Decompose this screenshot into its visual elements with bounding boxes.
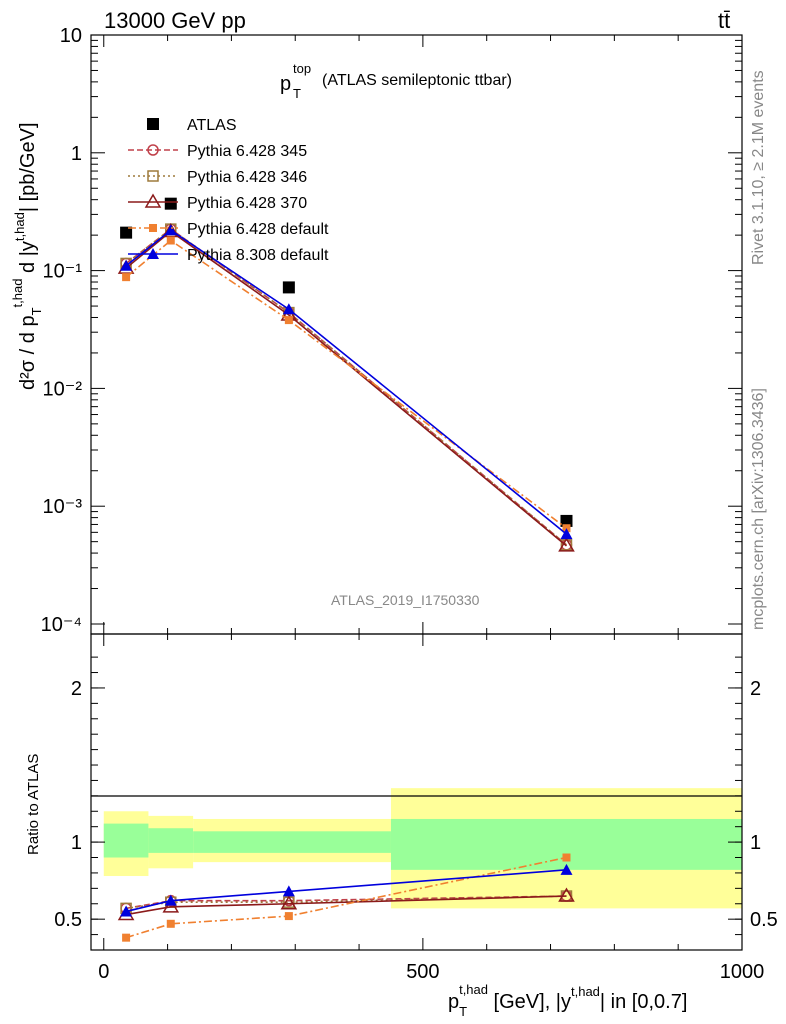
data-point-pythia-8-308-default — [120, 259, 133, 271]
y-tick-label-main: 10⁻³ — [43, 496, 83, 518]
ratio-point-pythia-6-428-default — [122, 933, 131, 942]
ratio-point-pythia-8-308-default — [164, 894, 177, 906]
legend-marker-pythia-8-308-default — [147, 248, 159, 259]
data-point-pythia-8-308-default — [164, 224, 177, 236]
data-point-pythia-8-308-default — [560, 528, 573, 540]
ratio-point-pythia-8-308-default — [560, 863, 573, 875]
chart-title: p T top (ATLAS semileptonic ttbar) — [280, 61, 512, 101]
legend-label-pythia-6-428-default: Pythia 6.428 default — [187, 221, 329, 238]
ratio-panel-series — [117, 853, 575, 942]
legend-label-pythia-6-428-346: Pythia 6.428 346 — [187, 169, 307, 186]
data-point-pythia-6-428-370 — [162, 222, 180, 238]
green-band-bin — [148, 828, 194, 853]
data-point-atlas — [164, 197, 177, 210]
title-rest: (ATLAS semileptonic ttbar) — [322, 72, 512, 89]
title-p: p — [280, 73, 291, 95]
data-point-atlas — [560, 514, 573, 527]
y-tick-label-main: 10⁻¹ — [43, 261, 83, 283]
ratio-uncertainty-bands — [103, 788, 742, 909]
series-line-pythia-6-428-default — [125, 239, 567, 529]
ratio-tick-label-left: 0.5 — [54, 909, 82, 931]
legend-marker-pythia-6-428-345 — [147, 144, 159, 156]
ratio-line-pythia-8-308-default — [125, 869, 567, 913]
ratio-tick-label-left: 1 — [71, 832, 82, 854]
x-tick-label: 0 — [98, 961, 109, 983]
process-label: tt̄ — [718, 8, 730, 33]
legend-label-pythia-6-428-345: Pythia 6.428 345 — [187, 143, 307, 160]
series-line-pythia-6-428-346 — [125, 228, 567, 546]
mcplots-label: mcplots.cern.ch [arXiv:1306.3436] — [750, 388, 767, 630]
legend-marker-pythia-6-428-default — [149, 224, 157, 232]
ratio-point-pythia-8-308-default — [120, 905, 133, 917]
y-axis-label-main-text: d²σ / d pTt,had d |yt,had| [pb/GeV] — [10, 122, 44, 390]
series-line-pythia-8-308-default — [125, 229, 567, 535]
ratio-point-pythia-8-308-default — [282, 885, 295, 897]
x-tick-label: 500 — [406, 961, 439, 983]
data-point-pythia-6-428-370 — [558, 537, 575, 552]
y-tick-label-main: 10 — [60, 25, 82, 47]
ratio-panel-frame — [90, 633, 743, 951]
data-point-pythia-6-428-default — [122, 273, 131, 282]
legend-marker-pythia-6-428-346 — [147, 170, 159, 182]
ratio-line-pythia-6-428-370 — [125, 895, 567, 916]
ratio-point-pythia-6-428-370 — [162, 898, 180, 913]
data-point-pythia-8-308-default — [282, 303, 295, 315]
legend-marker-atlas — [147, 118, 159, 130]
green-band-bin — [390, 818, 742, 870]
data-point-pythia-6-428-default — [284, 316, 293, 325]
y-tick-label-main: 10⁻⁴ — [41, 614, 82, 636]
ratio-point-pythia-6-428-370 — [280, 895, 298, 910]
ratio-point-pythia-6-428-default — [166, 919, 175, 928]
ratio-point-pythia-6-428-370 — [558, 887, 575, 902]
ratio-tick-label-right: 2 — [750, 678, 761, 700]
analysis-tag: ATLAS_2019_I1750330 — [331, 592, 480, 608]
data-point-atlas — [282, 281, 295, 294]
y-tick-label-main: 1 — [71, 143, 82, 165]
rivet-version-label: Rivet 3.1.10, ≥ 2.1M events — [750, 70, 767, 265]
legend-label-pythia-8-308-default: Pythia 8.308 default — [187, 247, 329, 264]
x-axis-label: pTt,had [GeV], |yt,had| in [0,0.7] — [448, 982, 687, 1019]
ratio-line-pythia-6-428-345 — [125, 895, 567, 910]
data-point-pythia-6-428-default — [166, 236, 175, 245]
data-point-atlas — [120, 226, 133, 239]
legend-label-atlas: ATLAS — [187, 117, 237, 134]
ratio-tick-label-right: 1 — [750, 832, 761, 854]
title-sub: T — [293, 86, 301, 101]
ratio-point-pythia-6-428-default — [562, 853, 571, 862]
series-line-pythia-6-428-370 — [125, 230, 567, 547]
ratio-tick-label-left: 2 — [71, 678, 82, 700]
ratio-tick-label-right: 0.5 — [750, 909, 778, 931]
legend-marker-pythia-6-428-370 — [144, 193, 162, 208]
ratio-line-pythia-6-428-default — [125, 856, 567, 939]
y-axis-label-ratio: Ratio to ATLAS — [25, 754, 42, 855]
y-tick-label-main: 10⁻² — [43, 378, 83, 400]
y-axis-label-main: d²σ / d pTt,had d |yt,had| [pb/GeV] — [10, 122, 44, 390]
axes: 0 500 1000 10⁻⁴ 10⁻³ 10⁻² 10⁻¹ 1 10 0.5 0.5 1 1 2 2 — [41, 25, 778, 983]
energy-label: 13000 GeV pp — [104, 8, 246, 33]
green-band-bin — [103, 823, 149, 858]
ratio-point-pythia-6-428-default — [284, 912, 293, 921]
legend: ATLAS Pythia 6.428 345 Pythia 6.428 346 Pyt… — [128, 117, 329, 264]
green-band-bin — [193, 831, 391, 853]
x-tick-label: 1000 — [720, 961, 765, 983]
title-sup: top — [293, 61, 311, 76]
legend-label-pythia-6-428-370: Pythia 6.428 370 — [187, 195, 307, 212]
series-line-pythia-6-428-345 — [125, 228, 567, 546]
